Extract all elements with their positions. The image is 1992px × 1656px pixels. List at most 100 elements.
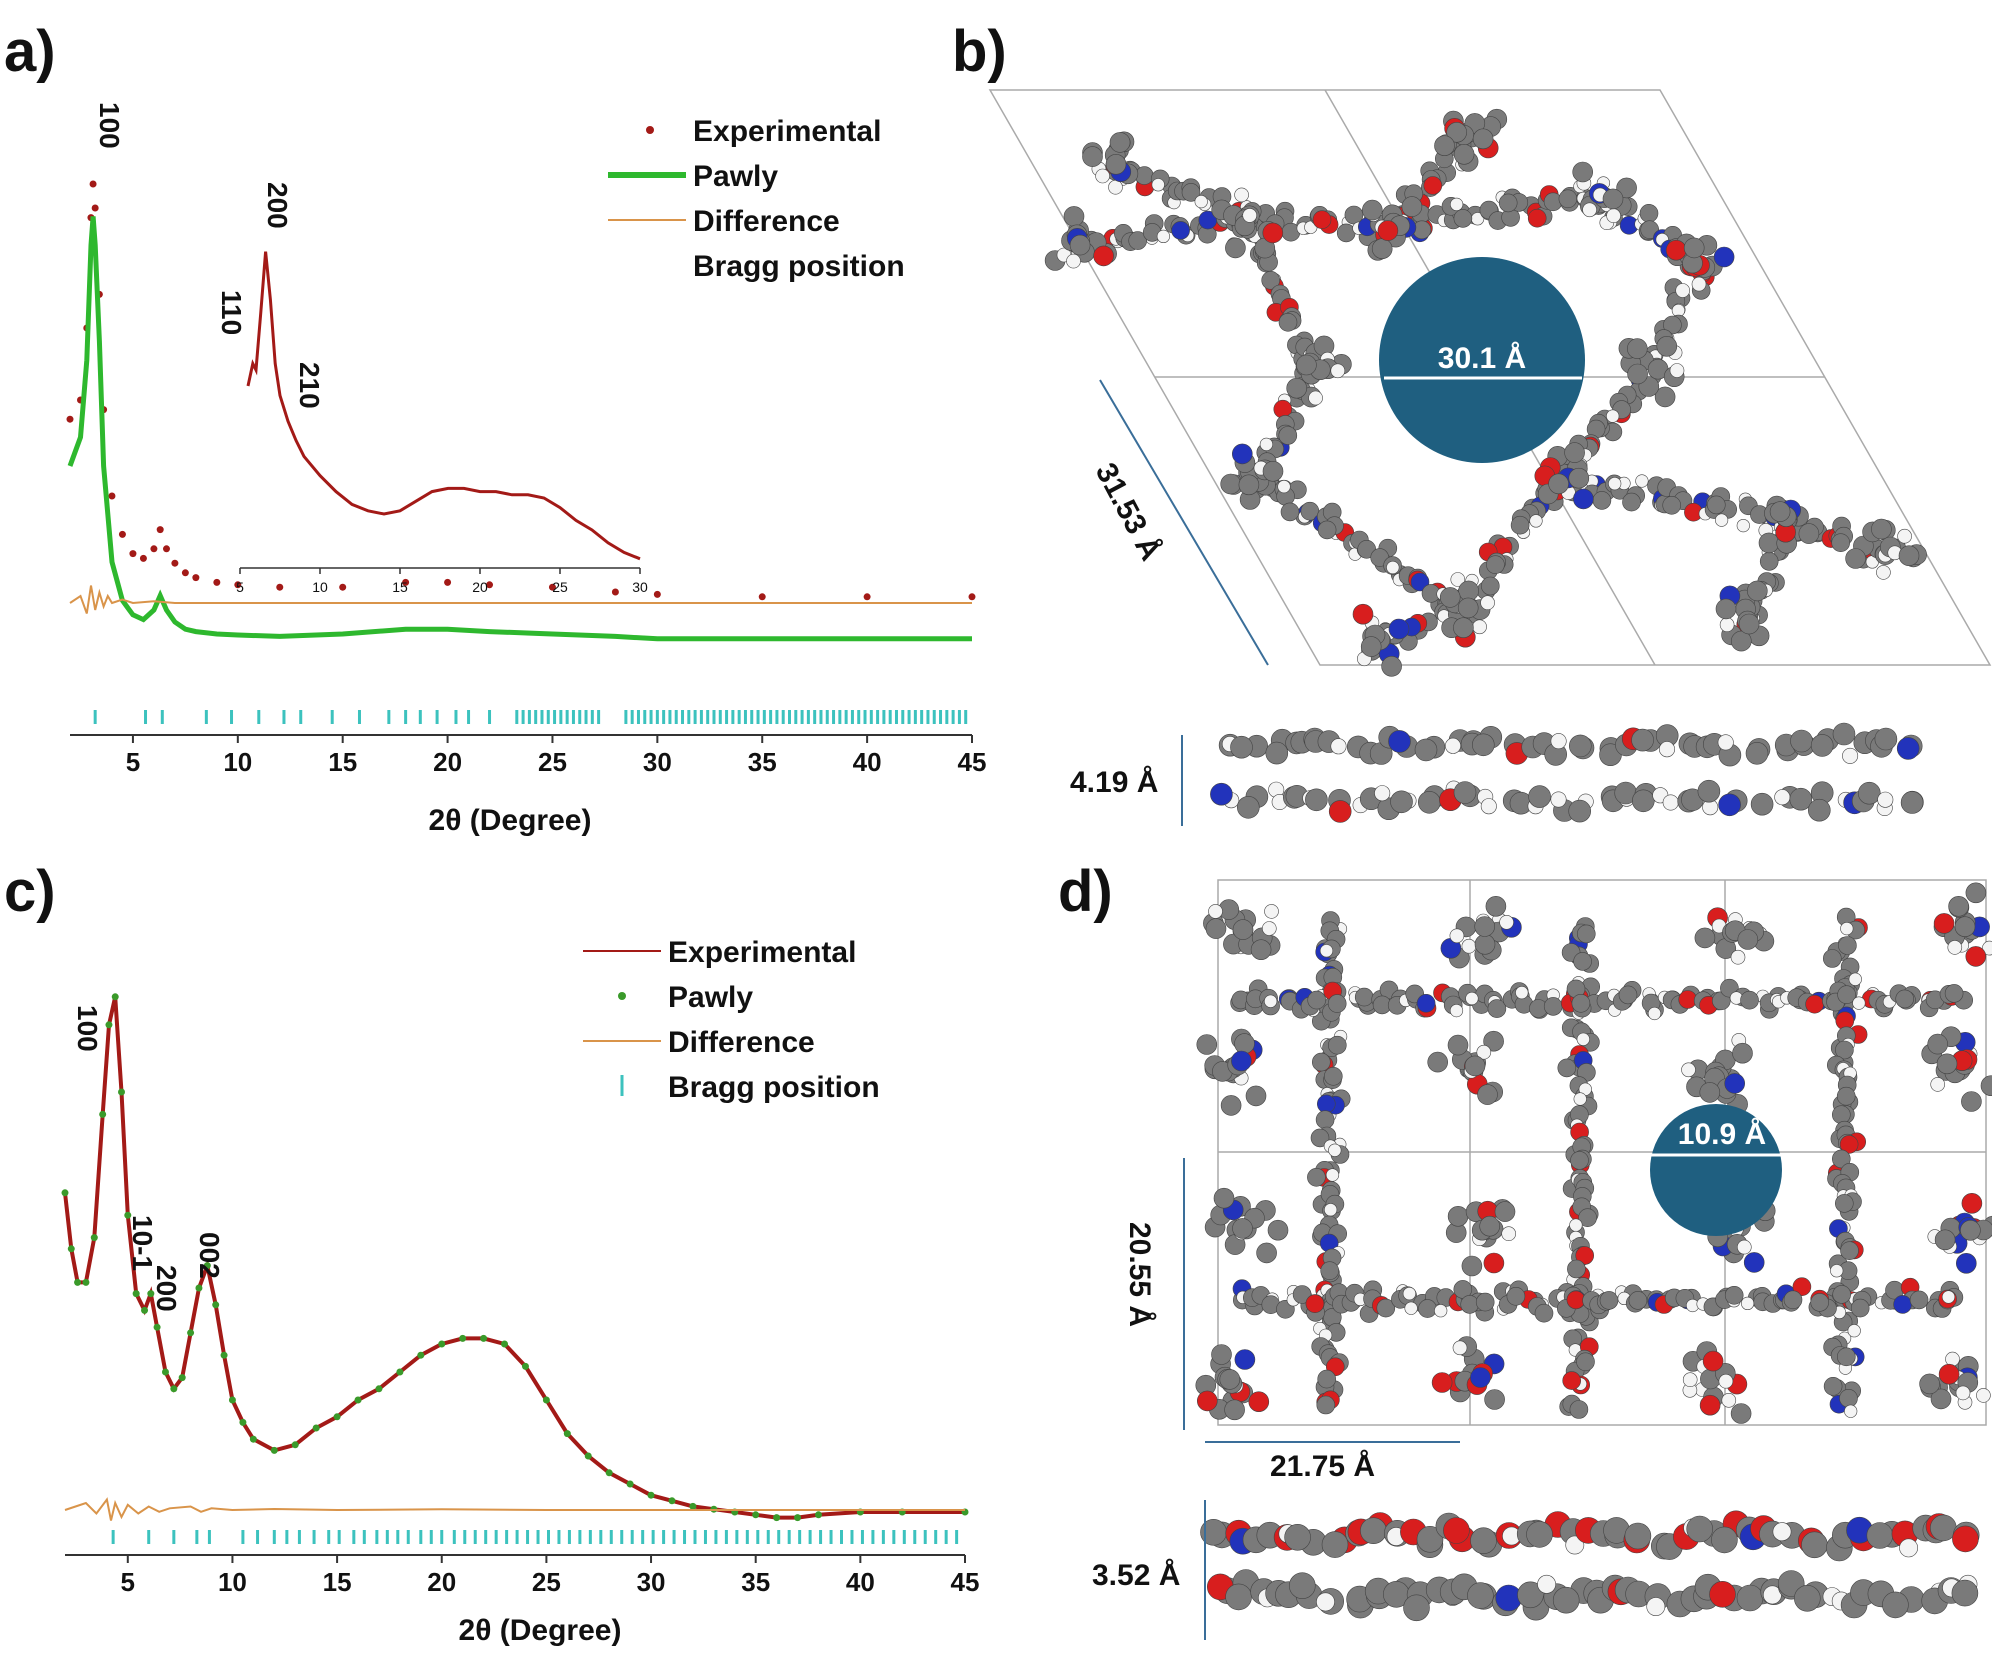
nitrogen-atom <box>1388 618 1410 640</box>
hydrogen-atom <box>1897 528 1912 544</box>
chart-c-x-label: 2θ (Degree) <box>459 1614 622 1647</box>
legend-a-experimental: Experimental <box>693 115 881 148</box>
hydrogen-atom <box>1573 1092 1587 1106</box>
carbon-atom <box>1250 939 1272 961</box>
carbon-atom <box>1506 1287 1526 1306</box>
carbon-atom <box>1360 636 1382 657</box>
carbon-atom <box>1740 990 1759 1010</box>
carbon-atom <box>1472 733 1495 757</box>
series-experimental-point <box>181 569 189 577</box>
carbon-atom <box>1694 927 1716 949</box>
series-experimental-point <box>66 415 74 423</box>
oxygen-atom <box>1965 946 1987 967</box>
carbon-atom <box>1526 1521 1553 1548</box>
carbon-atom <box>1213 1187 1235 1209</box>
carbon-atom <box>1494 1201 1516 1222</box>
carbon-atom <box>1128 231 1147 250</box>
carbon-atom <box>1307 1168 1326 1187</box>
stacked-layers-b <box>1210 722 1924 823</box>
carbon-atom <box>1622 492 1641 512</box>
series-pawly-point <box>239 1418 247 1426</box>
carbon-atom <box>1284 1524 1311 1551</box>
series-pawly-point <box>459 1334 467 1342</box>
series-experimental-point <box>611 588 619 596</box>
carbon-atom <box>1831 533 1850 553</box>
nitrogen-atom <box>1893 1295 1912 1314</box>
peak-label-c: 100 <box>72 1005 103 1052</box>
carbon-atom <box>1446 122 1467 143</box>
pore-sphere-d <box>1650 1104 1782 1236</box>
series-pawly-point <box>689 1502 697 1510</box>
carbon-atom <box>1234 1033 1255 1054</box>
oxygen-atom <box>1952 1525 1979 1553</box>
carbon-atom <box>1315 1110 1335 1129</box>
carbon-atom <box>1730 1403 1752 1424</box>
series-pawly-point <box>249 1435 257 1443</box>
hydrogen-atom <box>1899 1538 1919 1558</box>
carbon-atom <box>1517 1581 1544 1609</box>
series-pawly-point <box>417 1351 425 1359</box>
carbon-atom <box>1181 183 1201 202</box>
series-pawly-point <box>605 1469 613 1477</box>
series-experimental-point <box>758 593 766 601</box>
oxygen-atom <box>1248 1391 1270 1412</box>
series-experimental-point <box>156 526 164 534</box>
hydrogen-atom <box>1848 972 1862 986</box>
oxygen-atom <box>1938 1363 1960 1385</box>
carbon-atom <box>1707 495 1726 515</box>
hydrogen-atom <box>1325 1168 1340 1182</box>
carbon-atom <box>1632 789 1655 813</box>
carbon-atom <box>1487 999 1507 1018</box>
carbon-atom <box>1736 1584 1764 1612</box>
series-experimental-point <box>108 492 116 500</box>
series-pawly-point <box>354 1396 362 1404</box>
hydrogen-atom <box>1308 390 1323 406</box>
series-pawly-point <box>61 1189 69 1197</box>
peak-label-a: 100 <box>94 102 125 149</box>
carbon-atom <box>1362 199 1383 221</box>
hydrogen-atom <box>1449 928 1465 944</box>
hydrogen-atom <box>1569 1218 1583 1232</box>
nitrogen-atom <box>1718 793 1741 817</box>
nitrogen-atom <box>1234 1349 1256 1370</box>
series-pawly-point <box>118 1088 126 1096</box>
carbon-atom <box>1292 1285 1312 1304</box>
carbon-atom <box>1219 1369 1241 1390</box>
carbon-atom <box>1930 1388 1952 1410</box>
hydrogen-atom <box>1515 985 1529 1000</box>
carbon-atom <box>1220 1095 1242 1116</box>
chart-a-x-axis: 5 10 15 20 25 30 35 40 45 <box>70 734 986 777</box>
carbon-atom <box>1486 555 1505 575</box>
carbon-atom <box>1534 1303 1554 1323</box>
carbon-atom <box>1627 363 1648 385</box>
hydrogen-atom <box>1264 904 1279 919</box>
inset-peak-label: 210 <box>294 362 325 409</box>
hydrogen-atom <box>1476 1044 1492 1060</box>
oxygen-atom <box>1093 245 1114 267</box>
hydrogen-atom <box>1550 733 1567 750</box>
carbon-atom <box>1724 1286 1744 1305</box>
hydrogen-atom <box>1945 1351 1960 1367</box>
series-pawly-point <box>147 1290 155 1298</box>
pore-diameter-label-b: 30.1 Å <box>1438 342 1526 375</box>
nitrogen-atom <box>1573 488 1594 510</box>
carbon-atom <box>1453 209 1473 228</box>
hydrogen-atom <box>1830 1264 1844 1278</box>
carbon-atom <box>1618 985 1638 1005</box>
oxygen-atom <box>1805 994 1824 1014</box>
nitrogen-atom <box>1896 737 1920 760</box>
series-pawly-point <box>74 1278 82 1286</box>
hydrogen-atom <box>1582 202 1597 218</box>
series-pawly-point <box>161 1368 169 1376</box>
carbon-atom <box>1472 128 1494 150</box>
hydrogen-atom <box>1449 1003 1464 1018</box>
carbon-atom <box>1286 377 1307 399</box>
hydrogen-atom <box>1930 1077 1945 1092</box>
series-pawly-point <box>220 1351 228 1359</box>
x-tick-label: 10 <box>223 747 252 777</box>
oxygen-atom <box>1702 1350 1724 1372</box>
oxygen-atom <box>1312 210 1332 229</box>
series-experimental-point <box>863 593 871 601</box>
framework-atoms-d <box>1195 882 1992 1424</box>
